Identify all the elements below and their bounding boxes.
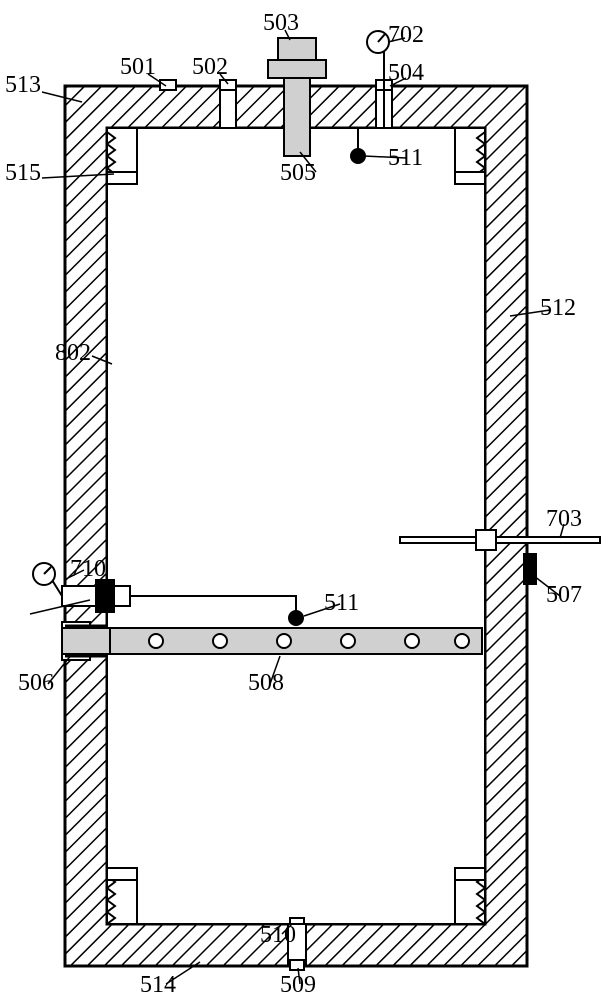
cross-section-diagram (0, 0, 614, 1000)
perforated-bar (62, 622, 482, 660)
inner-cavity (107, 128, 485, 924)
